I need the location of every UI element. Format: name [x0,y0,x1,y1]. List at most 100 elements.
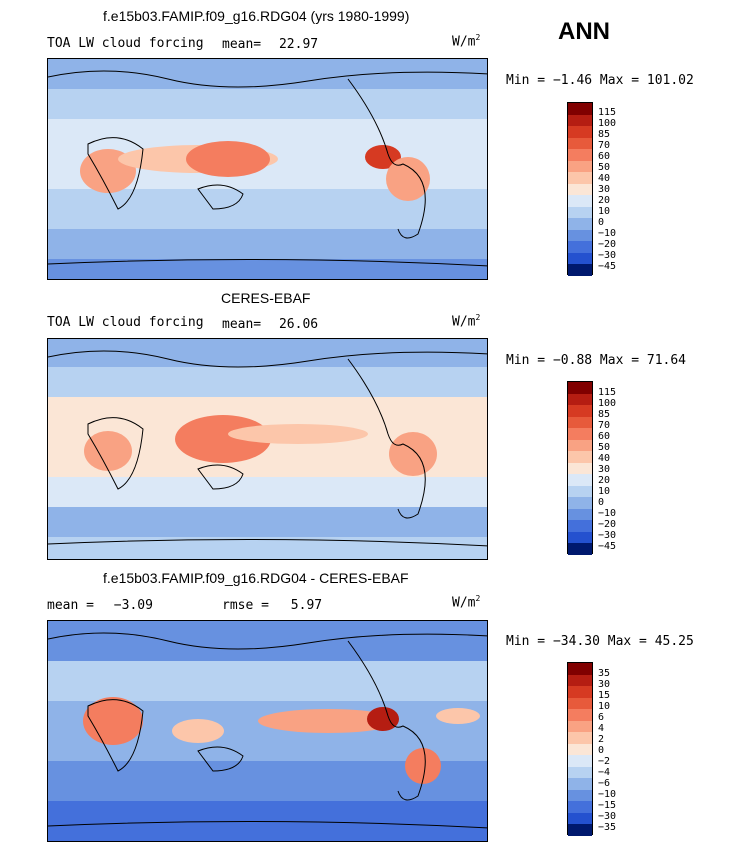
cbar-tick: −45 [598,541,617,552]
cbar-tick: −30 [598,530,617,541]
panel1-map [47,58,488,280]
panel2-mean-label: mean= 26.06 [222,317,318,332]
panel2-coast-north [48,350,487,368]
panel2-map-svg [48,339,487,559]
cbar-tick: 50 [598,442,611,453]
panel2-colorbar [567,381,593,555]
cbar-tick: −35 [598,822,617,833]
panel1-mean-label: mean= 22.97 [222,37,318,52]
cbar-tick: −30 [598,250,617,261]
cbar-tick: 70 [598,420,611,431]
cbar-tick: 10 [598,701,611,712]
cbar-tick: 40 [598,453,611,464]
panel2-band-north [48,339,487,367]
panel3-band-north [48,621,487,661]
cbar-tick: 115 [598,387,617,398]
panel2-coast-australia [197,464,244,490]
panel2-band-midnorth [48,367,487,397]
cbar-tick: −20 [598,239,617,250]
panel3-atlantic [436,708,480,724]
cbar-tick: 20 [598,195,611,206]
panel2-band-south [48,507,487,537]
panel1-minmax: Min = −1.46 Max = 101.02 [506,73,694,88]
panel3-pacific-itcz [258,709,398,733]
cbar-tick: −10 [598,228,617,239]
cbar-tick: 2 [598,734,605,745]
cbar-tick: 50 [598,162,611,173]
cbar-tick: −30 [598,811,617,822]
panel1-coast-antarctica [48,258,487,267]
panel2-minmax: Min = −0.88 Max = 71.64 [506,353,687,368]
panel3-mean-text: mean = [47,598,94,613]
cbar-tick: −4 [598,767,611,778]
panel2-mean-text: mean= [222,317,262,332]
panel2-title: CERES-EBAF [221,290,311,306]
cbar-tick: 15 [598,690,611,701]
panel3-rmse-value: 5.97 [290,598,323,613]
cbar-tick: −45 [598,261,617,272]
panel3-units-text: W/m [452,595,476,611]
panel2-mean-value: 26.06 [278,317,319,332]
panel1-colorbar [567,102,593,276]
panel1-band-north [48,59,487,89]
panel2-itcz [228,424,368,444]
panel2-warmpool [175,415,271,463]
cbar-tick: 10 [598,206,611,217]
panel2-coast-africa [87,417,144,490]
cbar-tick: 100 [598,118,617,129]
panel3-sa-hot [405,748,441,784]
panel1-map-svg [48,59,487,279]
panel2-units-text: W/m [452,314,476,330]
cbar-tick: 20 [598,475,611,486]
panel3-coast-africa [87,699,144,772]
panel3-coast-americas [347,640,426,801]
panel3-minmax: Min = −34.30 Max = 45.25 [506,634,694,649]
cbar-tick: 30 [598,679,611,690]
cbar-tick: 0 [598,217,605,228]
cbar-tick: 70 [598,140,611,151]
cbar-tick: 6 [598,712,605,723]
cbar-tick: −15 [598,800,617,811]
cbar-tick: 0 [598,497,605,508]
panel3-map [47,620,488,842]
cbar-tick: −6 [598,778,611,789]
cbar-tick: 40 [598,173,611,184]
panel3-rmse-text: rmse = [222,598,269,613]
cbar-tick: 85 [598,409,611,420]
panel3-coast-north [48,632,487,650]
panel3-title: f.e15b03.FAMIP.f09_g16.RDG04 - CERES-EBA… [103,570,409,586]
cbar-tick: 60 [598,431,611,442]
cbar-tick: 4 [598,723,605,734]
panel3-units: W/m2 [452,594,480,610]
cbar-tick: 0 [598,745,605,756]
panel3-mean-value: −3.09 [113,598,153,613]
panel2-africa-warm [84,431,132,471]
panel2-amazon [389,432,437,476]
cbar-tick: 30 [598,464,611,475]
panel2-map [47,338,488,560]
panel1-title: f.e15b03.FAMIP.f09_g16.RDG04 (yrs 1980-1… [103,8,410,24]
panel2-band-antarctic [48,537,487,559]
panel1-field-label: TOA LW cloud forcing [47,36,204,51]
panel3-coast-australia [197,746,244,772]
panel1-mean-text: mean= [222,37,262,52]
cbar-tick: 115 [598,107,617,118]
panel3-band-midnorth [48,661,487,701]
cbar-tick: −10 [598,789,617,800]
panel2-units: W/m2 [452,313,480,329]
panel1-warmpool [186,141,270,177]
panel1-mean-value: 22.97 [278,37,319,52]
panel3-colorbar [567,662,593,836]
panel3-mean-label: mean = −3.09 [47,598,153,613]
cbar-tick: −20 [598,519,617,530]
cbar-tick: 60 [598,151,611,162]
cbar-tick: 85 [598,129,611,140]
panel1-amazon [386,157,430,201]
season-label: ANN [558,18,610,45]
panel3-units-sup: 2 [475,594,481,603]
panel1-panama-hot [365,145,401,169]
cbar-tick: 30 [598,184,611,195]
cbar-tick: −2 [598,756,611,767]
panel1-coast-north [48,70,487,88]
panel1-coast-australia [197,184,244,210]
